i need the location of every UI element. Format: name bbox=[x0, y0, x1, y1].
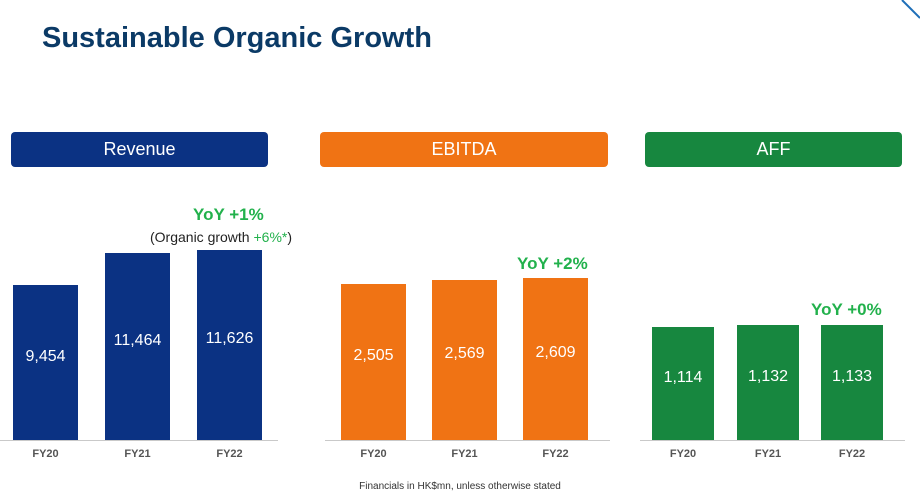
aff-yoy-label: YoY +0% bbox=[811, 300, 882, 319]
organic-growth-value: +6%* bbox=[253, 229, 288, 245]
ebitda-value-label: 2,609 bbox=[535, 344, 576, 361]
aff-tick-label: FY21 bbox=[754, 448, 782, 460]
ebitda-header: EBITDA bbox=[320, 132, 608, 167]
page-title: Sustainable Organic Growth bbox=[42, 22, 432, 54]
revenue-bar-fy22: 11,626 bbox=[197, 250, 262, 440]
aff-header-label: AFF bbox=[756, 139, 791, 159]
revenue-bar-fy20: 9,454 bbox=[13, 285, 78, 440]
aff-bar-fy21: 1,132 bbox=[737, 325, 799, 440]
ebitda-tick-label: FY20 bbox=[360, 448, 387, 460]
organic-growth-note: (Organic growth +6%*) bbox=[150, 229, 292, 245]
ebitda-value-label: 2,505 bbox=[353, 347, 394, 364]
revenue-tick-label: FY21 bbox=[124, 448, 151, 460]
revenue-bar-fy21: 11,464 bbox=[105, 253, 170, 440]
aff-bar-fy22: 1,133 bbox=[821, 325, 883, 440]
revenue-yoy-label: YoY +1% bbox=[193, 205, 264, 224]
ebitda-bar-fy20: 2,505 bbox=[341, 284, 406, 440]
ebitda-tick-label: FY22 bbox=[542, 448, 569, 460]
revenue-value-label: 9,454 bbox=[25, 347, 66, 365]
revenue-value-label: 11,626 bbox=[205, 330, 254, 347]
revenue-tick-label: FY20 bbox=[32, 448, 59, 460]
aff-axis-line bbox=[640, 440, 905, 441]
revenue-header: Revenue bbox=[11, 132, 268, 167]
aff-bar-fy20: 1,114 bbox=[652, 327, 714, 440]
aff-value-label: 1,132 bbox=[747, 367, 789, 385]
revenue-header-label: Revenue bbox=[103, 139, 176, 159]
aff-tick-label: FY20 bbox=[669, 448, 697, 460]
ebitda-yoy-label: YoY +2% bbox=[517, 254, 588, 273]
ebitda-bar-fy21: 2,569 bbox=[432, 280, 497, 440]
aff-value-label: 1,114 bbox=[663, 368, 703, 386]
ebitda-bar-fy22: 2,609 bbox=[523, 278, 588, 440]
aff-tick-label: FY22 bbox=[838, 448, 866, 460]
ebitda-tick-label: FY21 bbox=[451, 448, 478, 460]
ebitda-value-label: 2,569 bbox=[444, 345, 485, 362]
aff-header: AFF bbox=[645, 132, 902, 167]
aff-value-label: 1,133 bbox=[831, 367, 873, 385]
ebitda-header-label: EBITDA bbox=[431, 139, 497, 159]
footnote: Financials in HK$mn, unless otherwise st… bbox=[359, 481, 561, 492]
revenue-axis-line bbox=[0, 440, 278, 441]
revenue-tick-label: FY22 bbox=[216, 448, 243, 460]
revenue-value-label: 11,464 bbox=[113, 331, 162, 349]
organic-growth-suffix: ) bbox=[287, 229, 293, 245]
corner-accent-icon bbox=[901, 0, 920, 19]
organic-growth-prefix: (Organic growth bbox=[150, 229, 254, 245]
ebitda-axis-line bbox=[325, 440, 610, 441]
